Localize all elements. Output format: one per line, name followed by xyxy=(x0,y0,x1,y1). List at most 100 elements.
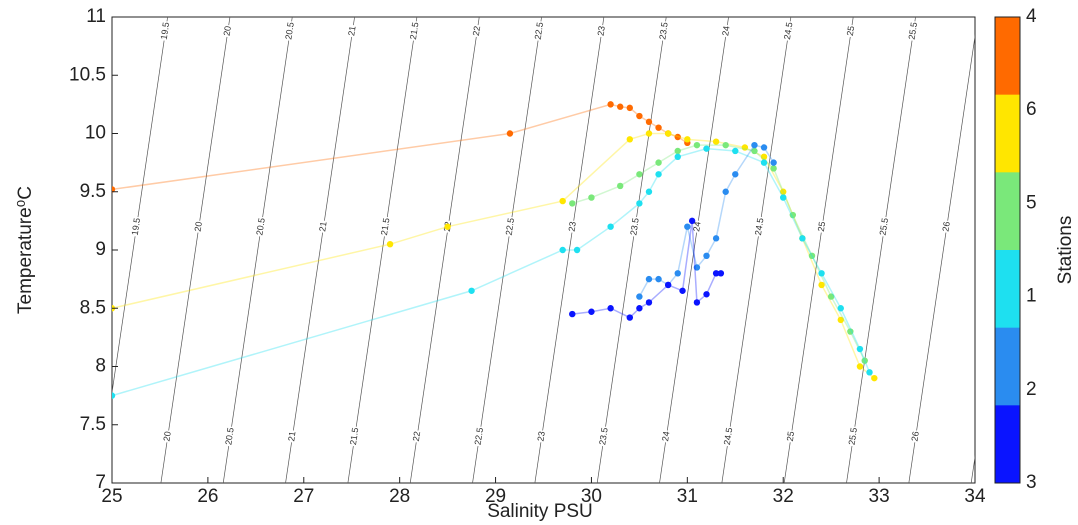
data-point xyxy=(607,223,614,230)
isopycnal-label: 19.5 xyxy=(130,217,142,236)
data-point xyxy=(444,223,451,230)
isopycnal-label: 20 xyxy=(162,431,173,442)
data-point xyxy=(760,159,768,166)
data-point xyxy=(684,136,691,143)
isopycnal xyxy=(222,17,293,483)
isopycnal xyxy=(160,17,231,483)
data-point xyxy=(588,194,595,201)
label-bg xyxy=(253,216,268,238)
data-point xyxy=(861,357,868,364)
data-point xyxy=(636,171,643,178)
data-point xyxy=(112,392,116,399)
data-point xyxy=(674,153,681,160)
data-point xyxy=(636,305,643,312)
data-point xyxy=(655,124,662,131)
data-point xyxy=(645,275,653,283)
isopycnal xyxy=(721,17,792,483)
data-layer xyxy=(112,101,878,399)
label-bg xyxy=(627,216,642,238)
data-point xyxy=(506,130,514,137)
data-point xyxy=(645,188,653,195)
data-point xyxy=(712,235,720,242)
label-bg xyxy=(345,24,359,38)
isopycnal-label: 20 xyxy=(222,25,233,36)
isopycnal-label: 25.5 xyxy=(847,427,859,446)
x-tick-label: 32 xyxy=(773,486,794,507)
label-bg xyxy=(783,429,798,444)
label-bg xyxy=(469,24,484,38)
data-point xyxy=(856,363,864,370)
isopycnal-label: 21 xyxy=(317,221,328,232)
isopycnal xyxy=(409,17,480,483)
data-point xyxy=(617,182,624,190)
isopycnals: 19.5 19.5 20 20 20 20.5 20.5 20.5 21 21 21 21.5 21.5… xyxy=(112,17,975,483)
x-tick-label: 34 xyxy=(964,486,986,507)
y-tick-label: 10 xyxy=(85,123,106,144)
data-point xyxy=(684,223,691,230)
data-point xyxy=(770,165,777,172)
data-point xyxy=(770,159,777,166)
data-point xyxy=(712,270,720,277)
data-point xyxy=(636,112,643,120)
label-bg xyxy=(285,429,299,444)
data-point xyxy=(856,345,864,353)
data-point xyxy=(674,147,681,155)
isopycnal-label: 23.5 xyxy=(657,21,669,40)
isopycnal xyxy=(347,17,418,483)
isopycnal-label: 26 xyxy=(909,431,920,442)
data-point xyxy=(636,200,643,207)
label-bg xyxy=(534,429,548,444)
data-point xyxy=(837,316,844,324)
data-point xyxy=(693,141,701,149)
plot-area xyxy=(111,16,976,484)
data-point xyxy=(559,246,566,254)
label-bg xyxy=(316,219,330,234)
label-bg xyxy=(719,24,733,38)
y-tick-label: 9.5 xyxy=(80,181,106,202)
data-point xyxy=(799,235,806,242)
colorbar-tick-label: 6 xyxy=(1026,99,1037,120)
isopycnal-label: 21 xyxy=(346,25,357,36)
colorbar-tick-label: 3 xyxy=(1026,472,1037,493)
label-bg xyxy=(346,425,362,447)
isopycnal-label: 20.5 xyxy=(223,427,235,446)
colorbar-segment xyxy=(995,172,1020,251)
data-point xyxy=(674,133,681,141)
isopycnal xyxy=(596,17,667,483)
colorbar-tick-label: 4 xyxy=(1026,6,1037,27)
isopycnal-label: 22 xyxy=(471,25,482,36)
label-bg xyxy=(751,216,767,238)
label-bg xyxy=(222,425,237,447)
data-point xyxy=(827,293,835,300)
isopycnal-label: 21.5 xyxy=(408,21,420,40)
isopycnal-label: 22.5 xyxy=(473,427,485,446)
data-point xyxy=(780,188,787,195)
label-bg xyxy=(502,216,518,238)
label-bg xyxy=(471,425,487,447)
isopycnal-label: 21 xyxy=(286,431,297,442)
data-point xyxy=(626,136,633,143)
data-point xyxy=(569,200,576,207)
isopycnal-label: 25 xyxy=(785,431,796,442)
isopycnal-label: 23.5 xyxy=(597,427,609,446)
data-point xyxy=(760,144,768,151)
data-point xyxy=(679,287,686,294)
x-tick-label: 26 xyxy=(197,486,218,507)
colorbar-tick-label: 1 xyxy=(1026,286,1037,307)
isopycnal xyxy=(285,17,355,483)
colorbar-tick-label: 5 xyxy=(1026,192,1037,213)
y-tick-label: 9 xyxy=(95,239,106,260)
isopycnal xyxy=(472,17,542,483)
data-point xyxy=(655,171,662,178)
isopycnal-label: 23.5 xyxy=(628,217,640,236)
data-point xyxy=(626,314,633,321)
colorbar-segment xyxy=(995,327,1020,406)
isopycnal-label: 24 xyxy=(660,431,671,442)
data-point xyxy=(468,287,475,294)
data-point xyxy=(645,118,653,126)
label-bg xyxy=(843,24,858,38)
data-point xyxy=(703,145,710,152)
label-bg xyxy=(939,219,954,234)
label-bg xyxy=(282,20,297,42)
y-tick-label: 11 xyxy=(86,6,106,27)
